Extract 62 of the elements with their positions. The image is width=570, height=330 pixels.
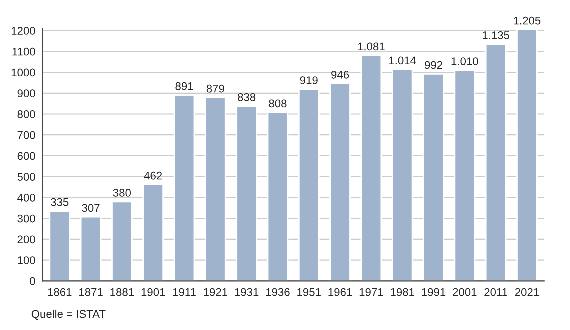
bar <box>174 94 196 282</box>
data-label: 380 <box>113 189 132 197</box>
bar <box>236 106 258 282</box>
x-tick-label: 1901 <box>142 288 166 296</box>
bar <box>80 216 102 282</box>
y-tick-label: 800 <box>18 110 36 118</box>
x-tick-label: 1951 <box>298 288 321 296</box>
x-tick-label: 1991 <box>422 288 446 296</box>
x-tick-label: 1871 <box>80 288 103 296</box>
y-tick-label: 1200 <box>12 27 36 35</box>
x-tick-label: 1961 <box>328 288 352 296</box>
data-label: 992 <box>425 61 442 70</box>
y-tick-label: 600 <box>18 152 36 160</box>
y-tick-label: 500 <box>18 173 36 181</box>
y-tick-label: 1000 <box>12 68 36 77</box>
bar <box>49 210 71 282</box>
x-tick-label: 1921 <box>204 288 228 296</box>
data-label: 1.014 <box>390 56 416 65</box>
data-label: 1.010 <box>452 58 478 66</box>
data-label: 335 <box>51 198 69 206</box>
bar <box>485 44 507 282</box>
data-label: 891 <box>176 82 194 90</box>
bar <box>392 68 414 282</box>
data-label: 462 <box>144 172 162 180</box>
bar <box>142 184 164 282</box>
y-tick-label: 1100 <box>12 48 36 56</box>
y-tick-label: 900 <box>18 90 36 98</box>
data-label: 1.205 <box>514 16 541 25</box>
bar <box>360 54 382 282</box>
bar <box>330 83 351 282</box>
x-tick-label: 2021 <box>515 288 540 296</box>
bar <box>298 88 320 282</box>
x-tick-label: 1981 <box>391 288 414 296</box>
x-tick-label: 1881 <box>110 288 134 296</box>
data-label: 808 <box>269 100 287 108</box>
bar <box>112 201 133 282</box>
x-tick-label: 1861 <box>48 288 72 296</box>
bar <box>267 112 289 282</box>
y-tick-label: 200 <box>18 236 36 244</box>
x-tick-label: 1936 <box>266 288 290 296</box>
y-tick-label: 100 <box>18 256 36 264</box>
data-label: 946 <box>332 70 350 79</box>
bar <box>516 29 538 282</box>
data-label: 838 <box>238 93 256 102</box>
x-tick-label: 2011 <box>484 288 508 296</box>
x-tick-label: 2001 <box>453 288 477 296</box>
bar <box>454 70 476 282</box>
data-label: 919 <box>300 76 318 84</box>
x-tick-label: 1911 <box>173 288 196 296</box>
x-tick-label: 1971 <box>360 288 384 296</box>
x-tick-label: 1931 <box>235 288 259 296</box>
bar <box>423 74 444 282</box>
source-note: Quelle = ISTAT <box>32 310 106 320</box>
data-label: 307 <box>82 204 100 212</box>
data-label: 879 <box>206 84 224 93</box>
data-label: 1.135 <box>483 32 510 40</box>
y-tick-label: 0 <box>30 277 36 286</box>
data-label: 1.081 <box>358 42 385 51</box>
bar <box>204 97 226 282</box>
y-tick-label: 300 <box>18 214 36 223</box>
y-tick-label: 400 <box>18 194 36 202</box>
y-tick-label: 700 <box>18 131 36 140</box>
